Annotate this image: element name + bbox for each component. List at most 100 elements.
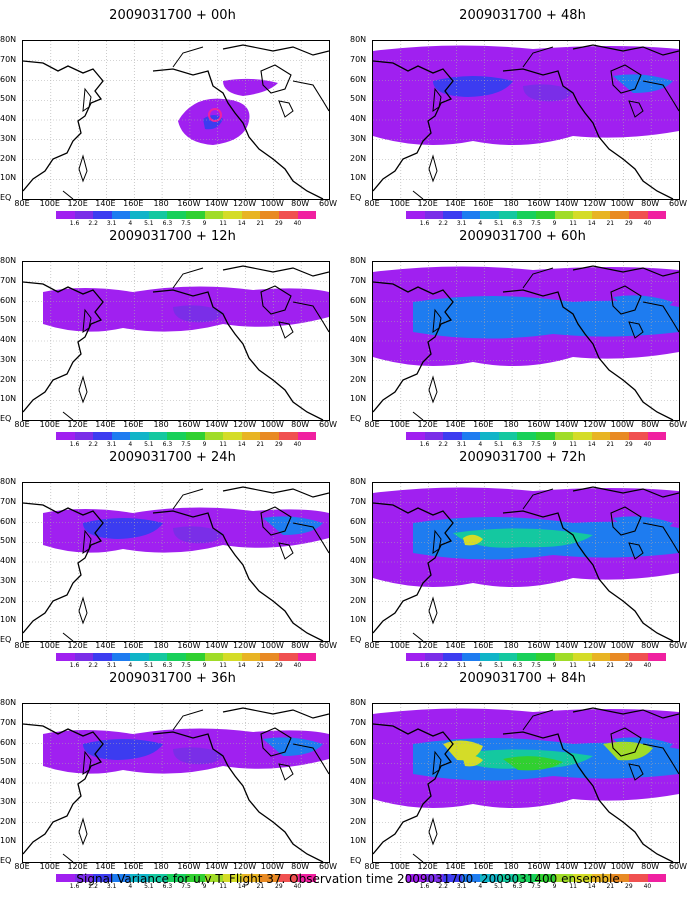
colorbar-swatch: [148, 432, 168, 440]
lat-tick-label: 70N: [350, 54, 367, 64]
colorbar-label: 21: [256, 883, 265, 890]
lat-tick-label: EQ: [350, 635, 362, 644]
panel-title: 2009031700 + 12h: [109, 229, 236, 244]
lat-tick-label: 50N: [0, 757, 17, 767]
figure-caption: Signal Variance for u,v,T. Flight 37. Ob…: [76, 872, 624, 886]
colorbar-swatch: [591, 211, 611, 219]
lat-tick-label: 60N: [0, 295, 17, 305]
colorbar-label: 11: [219, 220, 227, 227]
colorbar-swatch: [628, 432, 648, 440]
lon-tick-label: 180: [153, 420, 169, 429]
colorbar-label: 3.1: [106, 441, 117, 448]
lon-tick-label: 60W: [318, 862, 338, 871]
map-field: [23, 41, 329, 199]
colorbar-swatch: [591, 874, 611, 882]
lat-tick-label: EQ: [350, 193, 362, 202]
lon-tick-label: 80E: [14, 420, 30, 429]
lon-tick-label: 140E: [445, 641, 466, 650]
lon-tick-label: 100W: [610, 420, 634, 429]
lon-tick-label: 80W: [641, 420, 660, 429]
colorbar-swatch: [498, 432, 518, 440]
colorbar-swatch: [278, 211, 298, 219]
colorbar-label: 29: [625, 662, 633, 669]
lon-tick-label: 160W: [527, 199, 551, 208]
colorbar-label: 5.1: [494, 883, 504, 890]
lon-tick-label: 160E: [123, 641, 144, 650]
lon-tick-label: 80W: [291, 641, 310, 650]
colorbar-label: 9: [552, 662, 557, 669]
lon-tick-label: 180: [503, 862, 519, 871]
colorbar-swatch: [443, 874, 462, 882]
colorbar-label: 9: [202, 220, 207, 227]
lon-tick-label: 160E: [473, 862, 494, 871]
lat-tick-label: 10N: [0, 615, 17, 625]
colorbar-swatch: [56, 653, 75, 661]
colorbar-swatch: [480, 653, 499, 661]
lon-tick-label: 60W: [668, 420, 688, 429]
map-plot: [22, 482, 330, 642]
lon-tick-label: 80W: [291, 862, 310, 871]
lon-tick-label: 60W: [318, 641, 338, 650]
colorbar-label: 9: [202, 441, 207, 448]
colorbar-swatch: [554, 211, 574, 219]
lat-tick-label: EQ: [350, 856, 362, 865]
colorbar-swatch: [461, 653, 481, 661]
lon-tick-label: 160W: [527, 420, 551, 429]
lat-tick-label: EQ: [0, 635, 12, 644]
colorbar-label: 5.1: [494, 441, 504, 448]
colorbar-swatch: [278, 653, 298, 661]
colorbar-swatch: [536, 653, 555, 661]
colorbar-label: 29: [625, 441, 633, 448]
colorbar: [56, 211, 317, 219]
lat-tick-label: 20N: [0, 153, 17, 163]
lon-tick-label: 60W: [318, 420, 338, 429]
colorbar-swatch: [111, 653, 131, 661]
colorbar-swatch: [517, 653, 537, 661]
colorbar-label: 4: [128, 220, 133, 227]
map-plot: [372, 482, 680, 642]
lat-tick-label: 30N: [0, 796, 17, 806]
lon-tick-label: 120W: [582, 641, 607, 650]
colorbar-label: 2.2: [438, 441, 448, 448]
lon-tick-label: 180: [503, 420, 519, 429]
lat-tick-label: 50N: [0, 536, 17, 546]
lat-tick-label: EQ: [0, 414, 12, 423]
colorbar-swatch: [74, 653, 94, 661]
lon-tick-label: 120E: [67, 641, 88, 650]
panel-title: 2009031700 + 72h: [459, 450, 586, 465]
colorbar-swatch: [517, 211, 537, 219]
colorbar: [406, 874, 667, 882]
lon-tick-label: 180: [153, 199, 169, 208]
lon-tick-label: 120E: [67, 199, 88, 208]
colorbar-label: 1.6: [419, 220, 430, 227]
colorbar-label: 7.5: [181, 441, 191, 448]
lat-tick-label: 40N: [350, 777, 367, 786]
colorbar-label: 7.5: [531, 441, 541, 448]
colorbar-label: 40: [293, 662, 302, 669]
colorbar-label: 3.1: [106, 220, 117, 227]
colorbar-label: 40: [293, 220, 302, 227]
lon-tick-label: 160W: [177, 641, 201, 650]
lon-tick-label: 60W: [318, 199, 338, 208]
colorbar-swatch: [56, 874, 75, 882]
colorbar-label: 29: [275, 662, 283, 669]
lon-tick-label: 60W: [668, 862, 688, 871]
colorbar-label: 3.1: [106, 662, 117, 669]
lat-tick-label: 20N: [0, 816, 17, 826]
colorbar-label: 14: [587, 220, 596, 227]
colorbar-swatch: [443, 432, 462, 440]
colorbar-swatch: [93, 874, 112, 882]
lon-tick-label: 120W: [582, 420, 607, 429]
colorbar-swatch: [278, 432, 298, 440]
lat-tick-label: 50N: [350, 536, 367, 546]
colorbar-swatch: [498, 874, 518, 882]
colorbar: [406, 432, 667, 440]
colorbar-label: 40: [643, 441, 652, 448]
colorbar-swatch: [480, 874, 499, 882]
lat-tick-label: 20N: [350, 595, 367, 605]
lat-tick-label: 40N: [0, 114, 17, 123]
lat-tick-label: 80N: [0, 256, 17, 265]
map-plot: [22, 261, 330, 421]
lat-tick-label: 40N: [0, 777, 17, 786]
map-plot: [372, 261, 680, 421]
